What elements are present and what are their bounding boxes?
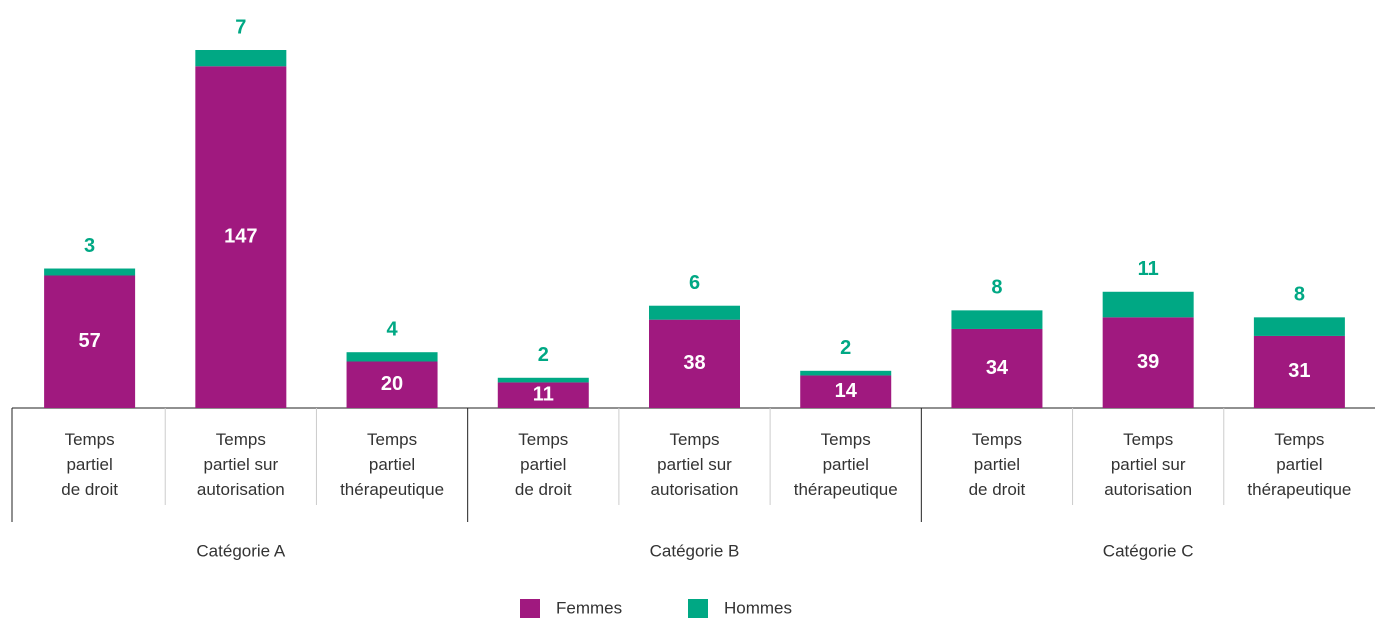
value-label: 8 xyxy=(991,277,1002,299)
value-label: 20 xyxy=(381,373,403,395)
group-label: Catégorie B xyxy=(650,541,740,560)
bar-segment xyxy=(44,268,136,276)
bar-segment xyxy=(497,377,589,383)
value-label: 57 xyxy=(78,330,100,352)
bar-segment xyxy=(195,66,287,408)
x-tick-label: Temps partiel de droit xyxy=(61,430,118,499)
bar-segment xyxy=(800,375,892,408)
value-label: 3 xyxy=(84,235,95,257)
bar-segment xyxy=(800,370,892,376)
value-label: 6 xyxy=(689,272,700,294)
bar-segment xyxy=(649,319,740,408)
group-label: Catégorie A xyxy=(196,541,285,560)
x-tick-label: Temps partiel sur autorisation xyxy=(197,430,285,499)
x-tick-label: Temps partiel sur autorisation xyxy=(1104,430,1192,499)
bar-segment xyxy=(497,382,589,408)
value-label: 2 xyxy=(840,337,851,359)
bar-segment xyxy=(1253,317,1345,336)
bar-segment xyxy=(1102,317,1194,408)
value-label: 8 xyxy=(1294,284,1305,306)
x-tick-label: Temps partiel sur autorisation xyxy=(651,430,739,499)
bar-segment xyxy=(195,50,287,67)
value-label: 7 xyxy=(235,16,246,38)
bar-segment xyxy=(346,361,438,408)
x-tick-label: Temps partiel thérapeutique xyxy=(1247,430,1351,499)
x-tick-label: Temps partiel thérapeutique xyxy=(794,430,898,499)
group-label: Catégorie C xyxy=(1103,541,1194,560)
bar-segment xyxy=(346,352,438,362)
legend-label: Hommes xyxy=(724,598,792,617)
bar-segment xyxy=(649,305,740,320)
value-label: 14 xyxy=(835,380,858,402)
bar-segment xyxy=(44,275,136,408)
legend-swatch xyxy=(520,599,540,618)
value-label: 34 xyxy=(986,357,1009,379)
x-tick-label: Temps partiel de droit xyxy=(515,430,572,499)
x-tick-label: Temps partiel de droit xyxy=(969,430,1026,499)
legend-swatch xyxy=(688,599,708,618)
value-label: 31 xyxy=(1288,360,1310,382)
bar-segment xyxy=(951,328,1043,408)
value-label: 38 xyxy=(683,352,705,374)
value-label: 39 xyxy=(1137,351,1159,373)
x-tick-label: Temps partiel thérapeutique xyxy=(340,430,444,499)
value-label: 4 xyxy=(386,318,398,340)
bar-segment xyxy=(1253,335,1345,408)
value-label: 11 xyxy=(1138,258,1159,280)
bar-segment xyxy=(1102,291,1194,318)
legend-label: Femmes xyxy=(556,598,622,617)
value-label: 2 xyxy=(538,344,549,366)
value-label: 147 xyxy=(224,225,257,247)
bar-segment xyxy=(951,310,1043,329)
value-label: 11 xyxy=(533,383,554,405)
